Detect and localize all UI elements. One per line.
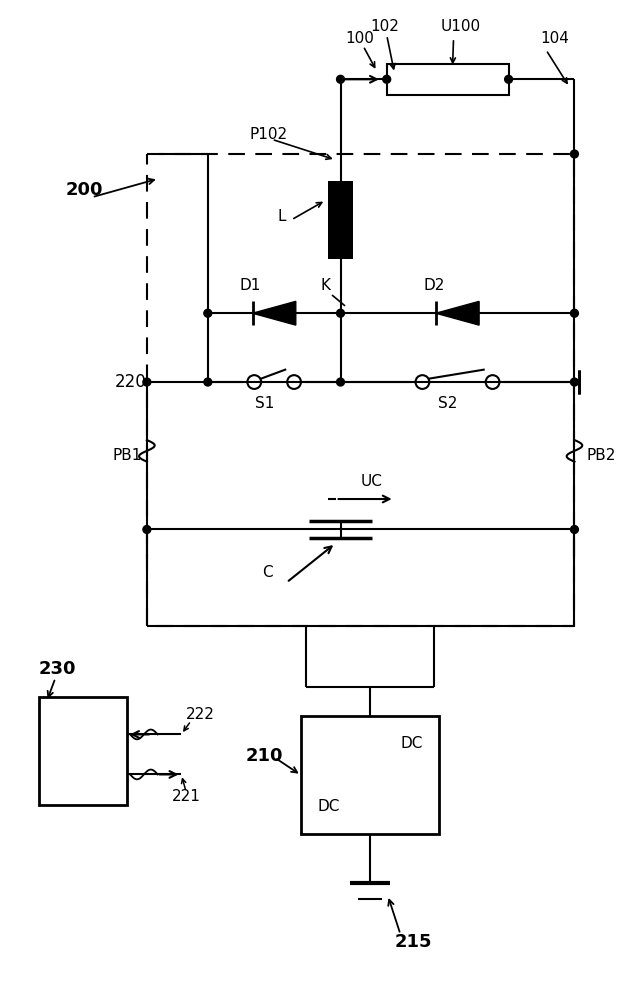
Circle shape <box>204 378 212 386</box>
Circle shape <box>571 526 578 533</box>
Text: 230: 230 <box>39 660 76 678</box>
Bar <box>328 181 353 259</box>
Text: K: K <box>321 278 331 293</box>
Text: PB2: PB2 <box>586 448 615 463</box>
Text: 102: 102 <box>370 19 399 34</box>
Text: 200: 200 <box>65 181 103 199</box>
Text: 104: 104 <box>540 31 569 46</box>
Circle shape <box>204 309 212 317</box>
Text: D2: D2 <box>423 278 445 293</box>
Polygon shape <box>253 301 296 325</box>
Text: DC: DC <box>317 799 340 814</box>
Text: UC: UC <box>360 474 382 489</box>
Text: D1: D1 <box>240 278 261 293</box>
Text: 221: 221 <box>171 789 201 804</box>
Text: 100: 100 <box>345 31 374 46</box>
Text: DC: DC <box>400 736 422 751</box>
Bar <box>39 697 127 805</box>
Text: 210: 210 <box>245 747 283 765</box>
Circle shape <box>505 75 512 83</box>
Text: U100: U100 <box>441 19 481 34</box>
Text: S1: S1 <box>255 396 274 411</box>
Text: 222: 222 <box>186 707 215 722</box>
Circle shape <box>337 378 345 386</box>
Text: S2: S2 <box>438 396 457 411</box>
Polygon shape <box>436 301 479 325</box>
Text: PB1: PB1 <box>112 448 142 463</box>
Bar <box>301 716 439 834</box>
Text: L: L <box>278 209 286 224</box>
Text: 220: 220 <box>114 373 146 391</box>
Circle shape <box>571 150 578 158</box>
Circle shape <box>143 526 151 533</box>
Text: C: C <box>262 565 273 580</box>
Bar <box>387 64 509 95</box>
Circle shape <box>337 309 345 317</box>
Bar <box>147 154 574 626</box>
Circle shape <box>571 378 578 386</box>
Text: P102: P102 <box>249 127 288 142</box>
Circle shape <box>143 378 151 386</box>
Circle shape <box>571 309 578 317</box>
Circle shape <box>383 75 391 83</box>
Text: 215: 215 <box>394 933 432 951</box>
Circle shape <box>337 75 345 83</box>
